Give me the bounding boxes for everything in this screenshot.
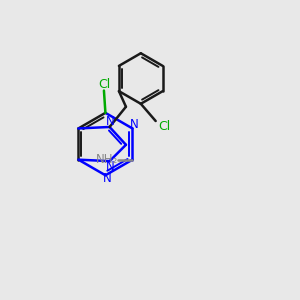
Text: Cl: Cl [158,120,170,133]
Text: NH₂: NH₂ [96,153,118,166]
Text: Cl: Cl [98,77,110,91]
Text: N: N [106,160,115,173]
Text: N: N [106,116,115,128]
Text: N: N [130,118,138,131]
Text: N: N [103,172,111,185]
